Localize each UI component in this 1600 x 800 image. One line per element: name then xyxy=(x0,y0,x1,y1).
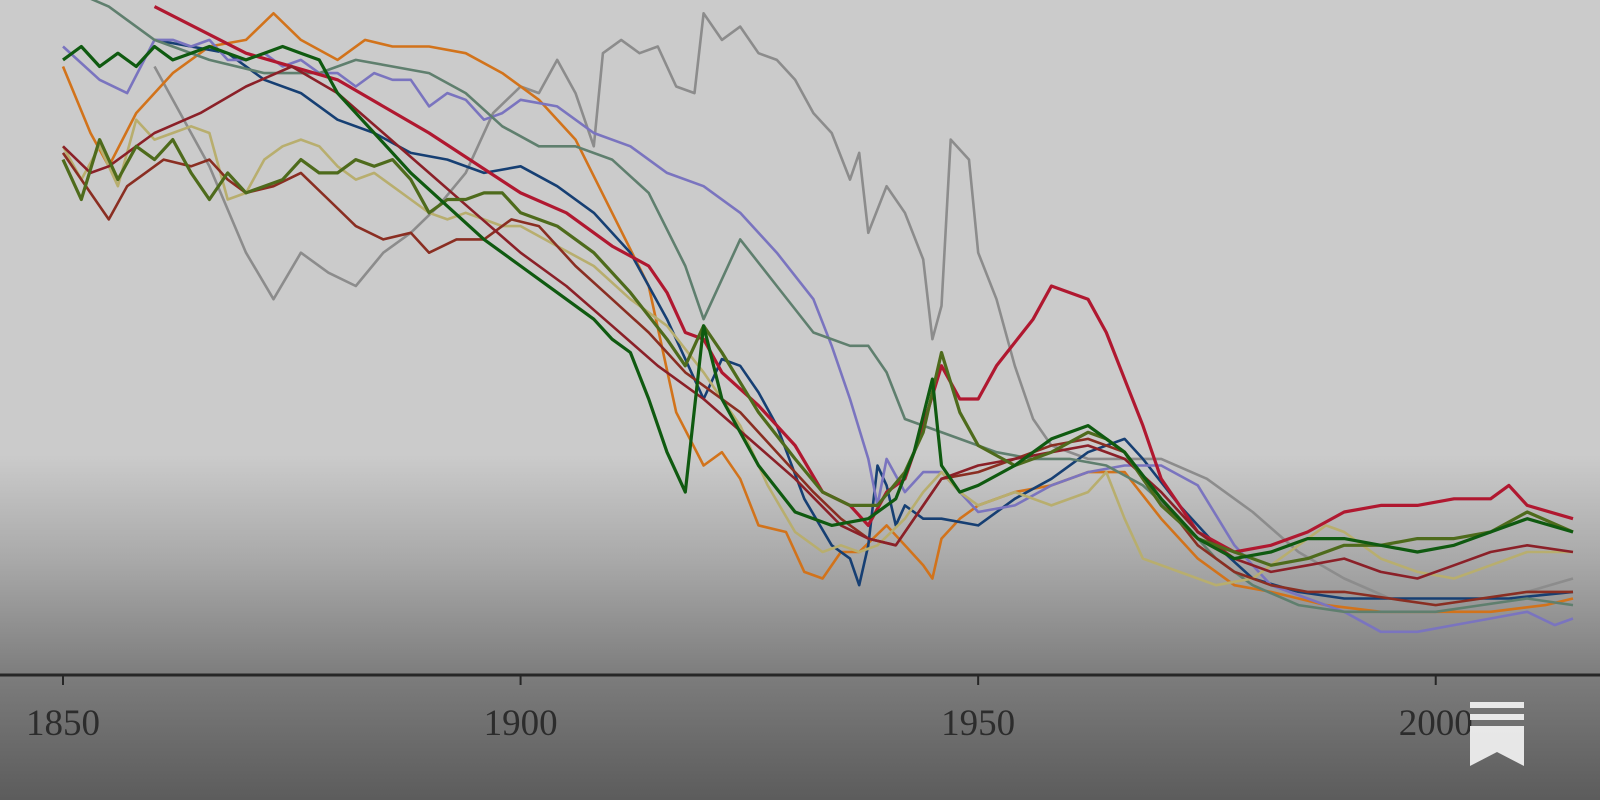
x-tick-label: 1900 xyxy=(484,703,558,744)
x-tick-label: 1950 xyxy=(941,703,1015,744)
series-line-1 xyxy=(153,12,1574,607)
series-line-6 xyxy=(61,118,1573,587)
bookmark-icon[interactable] xyxy=(1468,702,1526,768)
series-line-9 xyxy=(62,65,1574,580)
series-layer xyxy=(61,0,1574,634)
x-tick-label: 2000 xyxy=(1399,703,1473,744)
x-tick-label: 1850 xyxy=(26,703,100,744)
series-line-4 xyxy=(62,38,1574,634)
series-line-8 xyxy=(153,5,1574,554)
series-line-7 xyxy=(61,152,1573,607)
series-line-3 xyxy=(154,38,1574,600)
x-axis-ticks: 1850 1900 1950 2000 xyxy=(26,675,1473,744)
series-line-5 xyxy=(90,0,1574,614)
series-line-11 xyxy=(62,44,1574,561)
series-line-2 xyxy=(61,12,1574,614)
